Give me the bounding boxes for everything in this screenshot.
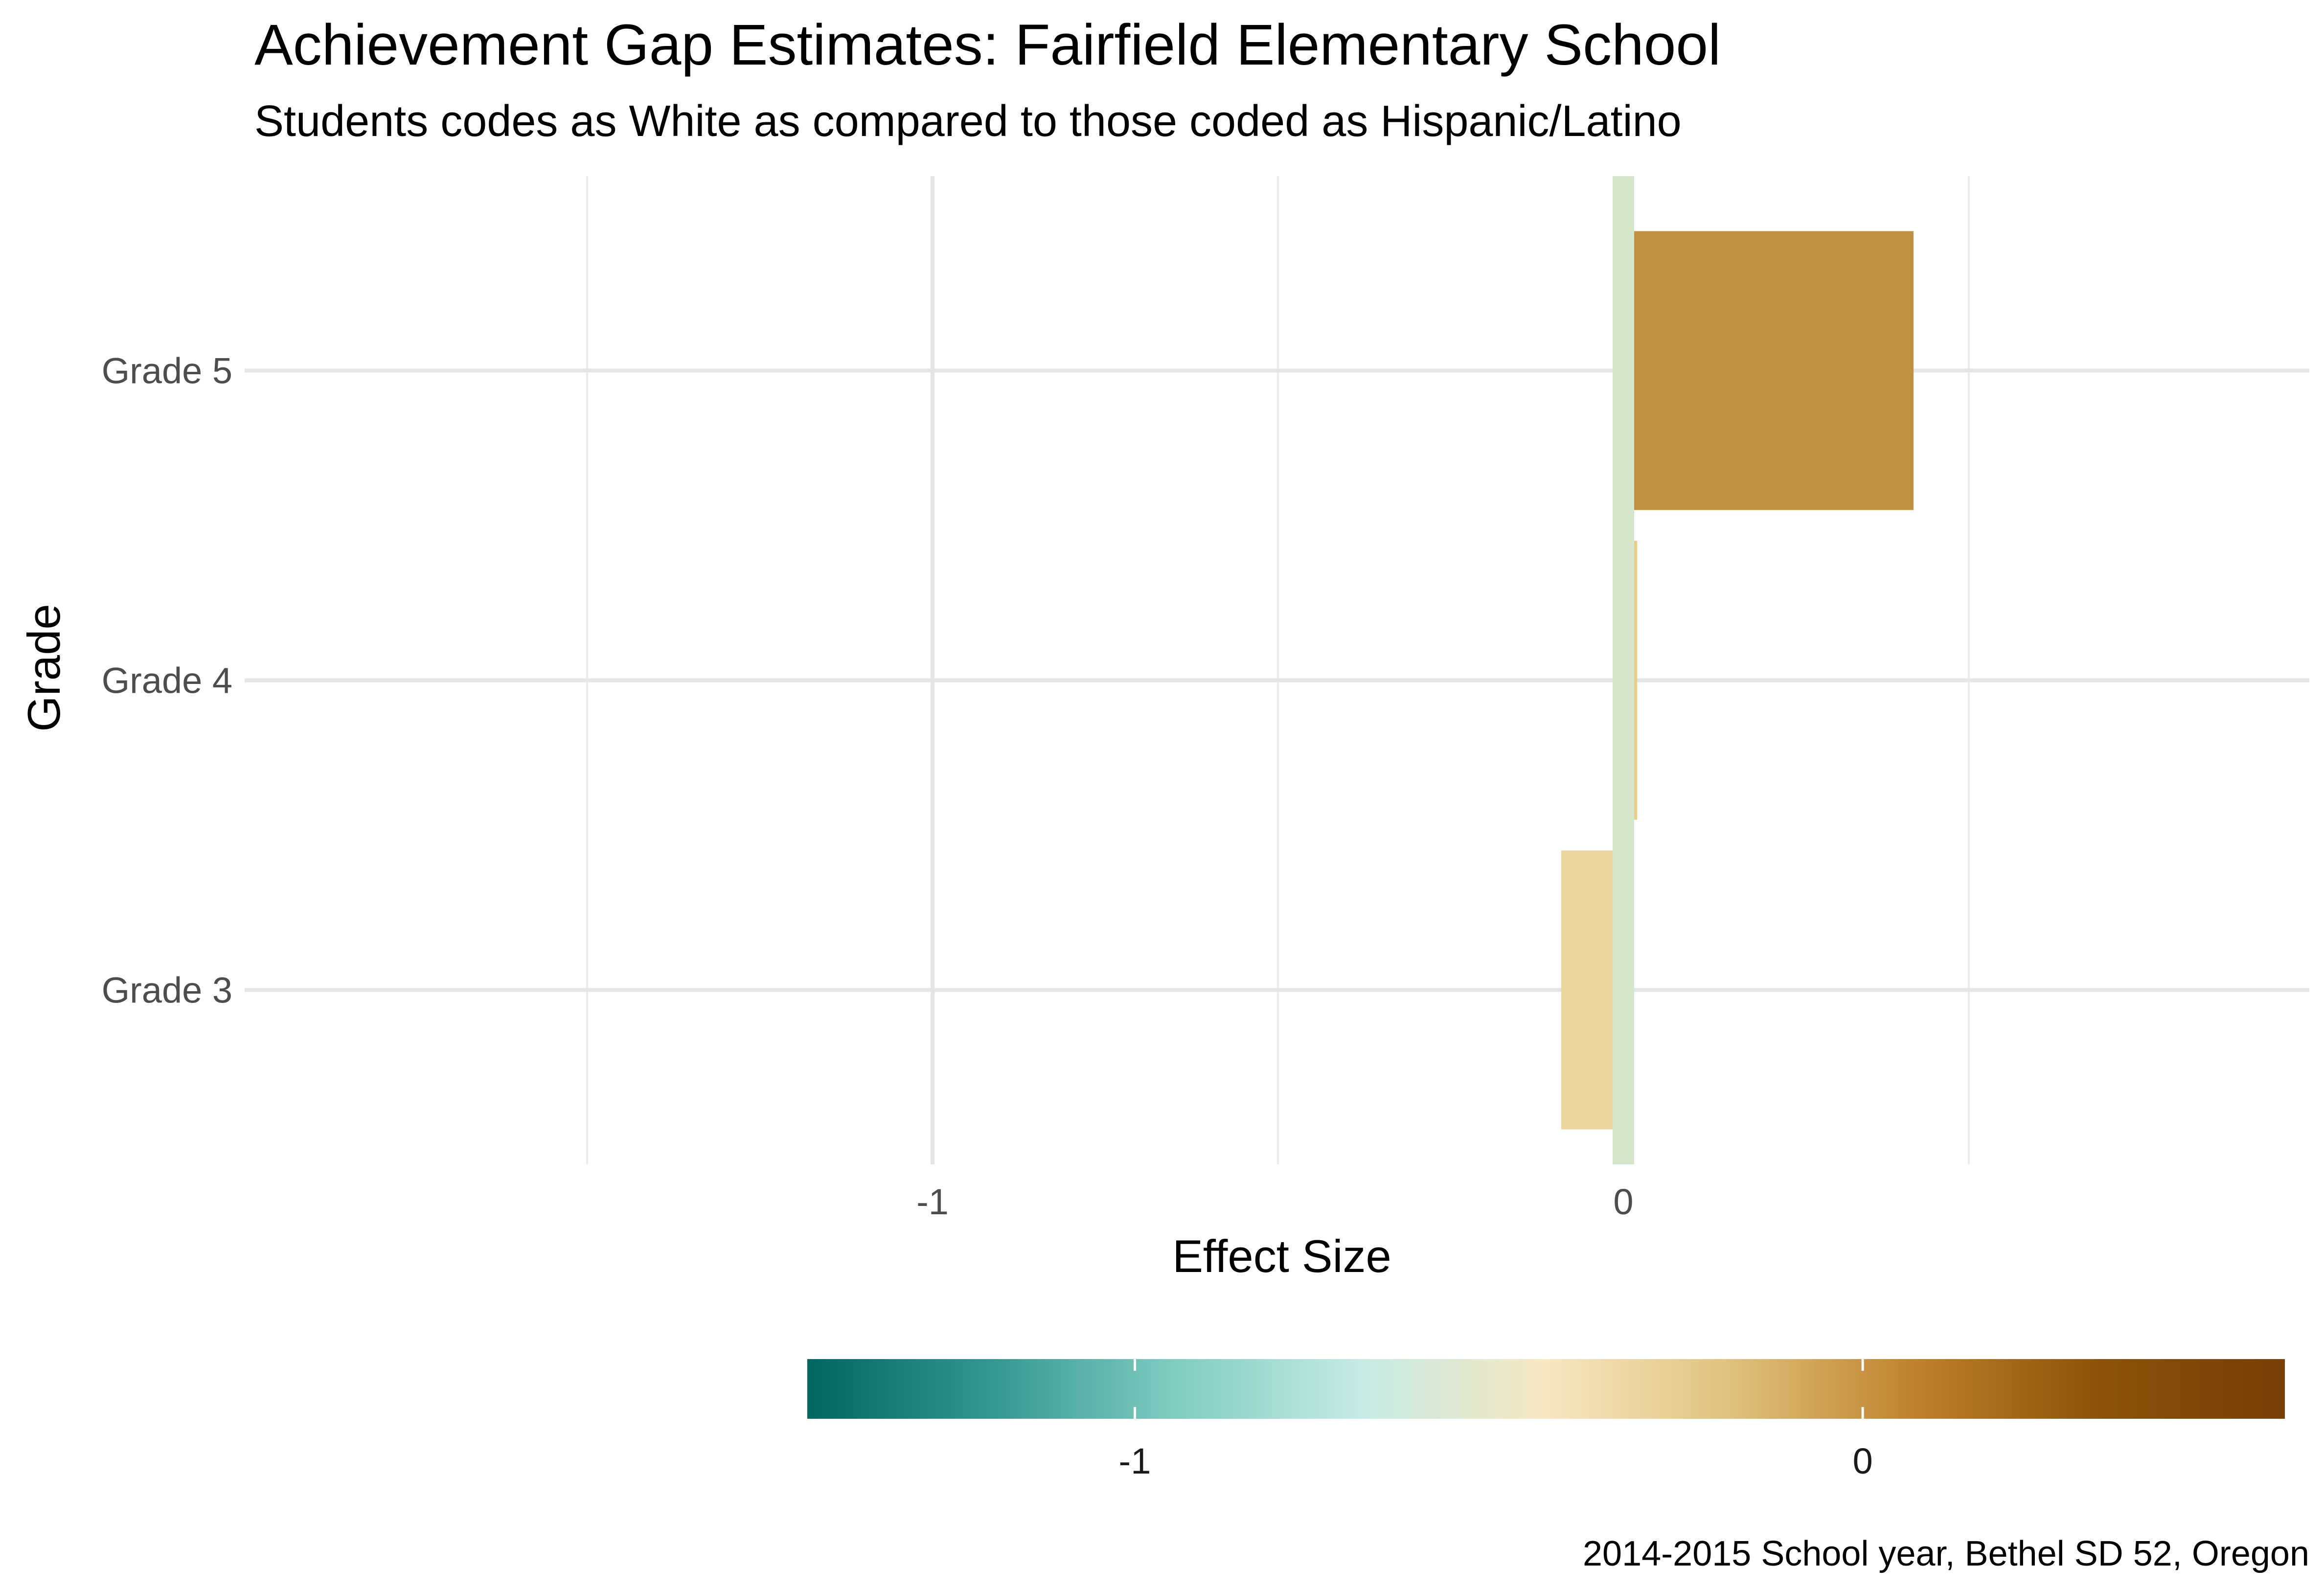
y-tick-label: Grade 5 — [102, 351, 232, 391]
chart-title: Achievement Gap Estimates: Fairfield Ele… — [254, 13, 1721, 77]
y-axis-title: Grade — [18, 604, 69, 731]
chart-caption: 2014-2015 School year, Bethel SD 52, Ore… — [1583, 1534, 2309, 1573]
chart-subtitle: Students codes as White as compared to t… — [254, 97, 1682, 146]
legend-tick-label: 0 — [1853, 1441, 1873, 1481]
plot-panel: Grade 3 Grade 4 Grade 5 -1 0 — [102, 176, 2309, 1222]
color-legend: -1 0 — [807, 1359, 2285, 1481]
x-tick-label: -1 — [916, 1181, 949, 1222]
x-tick-label: 0 — [1613, 1181, 1633, 1222]
legend-tick-label: -1 — [1119, 1441, 1151, 1481]
zero-reference-line — [1613, 176, 1634, 1164]
bar-grade-5 — [1623, 231, 1914, 510]
y-tick-label: Grade 3 — [102, 970, 232, 1011]
y-tick-label: Grade 4 — [102, 660, 232, 701]
legend-colorbar — [807, 1359, 2285, 1419]
x-axis-title: Effect Size — [1172, 1230, 1391, 1282]
